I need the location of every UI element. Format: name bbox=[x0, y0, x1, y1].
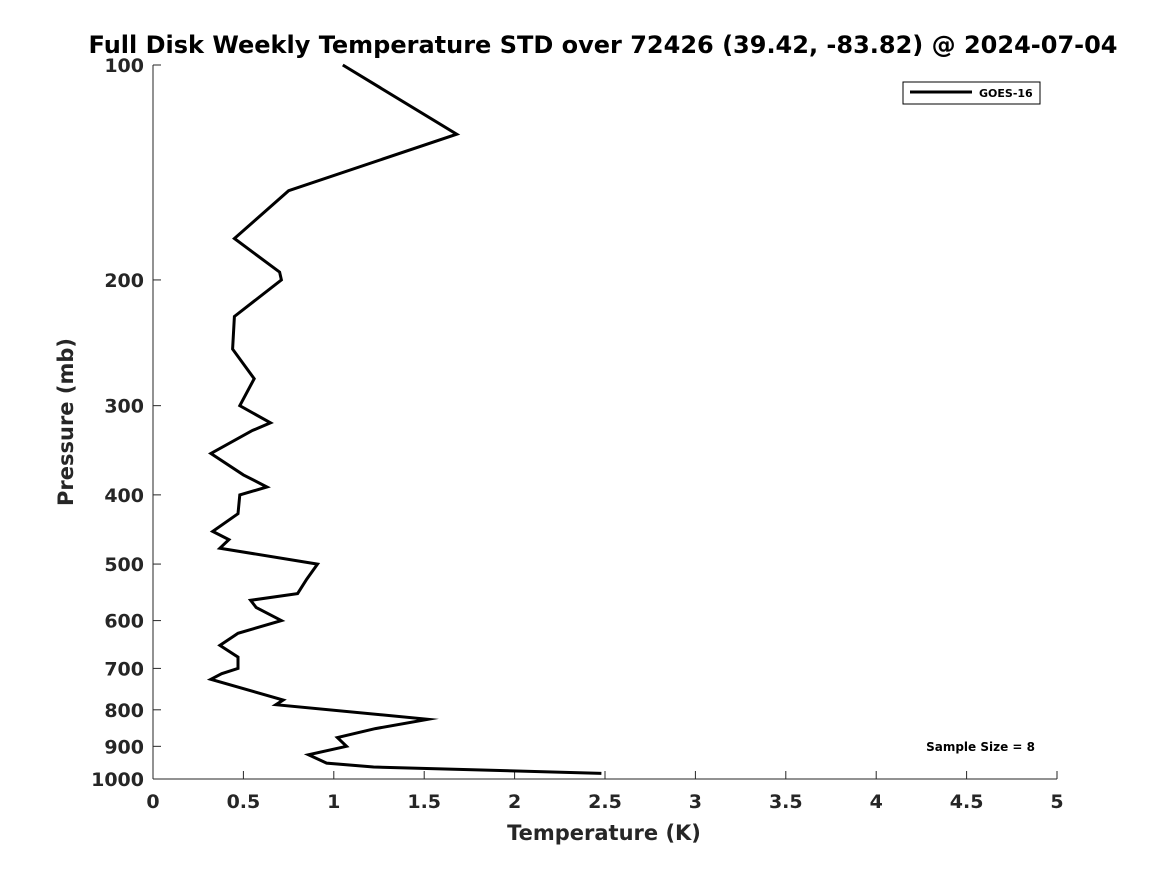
legend: GOES-16 bbox=[902, 81, 1041, 105]
chart-title: Full Disk Weekly Temperature STD over 72… bbox=[89, 31, 1118, 59]
x-tick-label-1: 1 bbox=[327, 791, 340, 813]
x-tick-label-2-5: 2.5 bbox=[588, 791, 622, 813]
y-tick-label-900: 900 bbox=[104, 736, 144, 758]
y-tick-label-800: 800 bbox=[104, 700, 144, 722]
series-line-goes-16 bbox=[206, 63, 602, 775]
legend-label-goes-16: GOES-16 bbox=[979, 87, 1033, 100]
y-ticks: 100 200 300 400 500 600 700 800 900 1000 bbox=[91, 55, 161, 791]
y-tick-label-1000: 1000 bbox=[91, 769, 144, 791]
y-tick-label-200: 200 bbox=[104, 270, 144, 292]
y-tick-label-300: 300 bbox=[104, 396, 144, 418]
x-tick-label-0-5: 0.5 bbox=[227, 791, 261, 813]
x-tick-label-1-5: 1.5 bbox=[407, 791, 441, 813]
x-axis-label: Temperature (K) bbox=[507, 821, 701, 845]
y-tick-label-700: 700 bbox=[104, 658, 144, 680]
y-axis-label: Pressure (mb) bbox=[54, 338, 78, 506]
x-tick-label-3: 3 bbox=[689, 791, 702, 813]
x-ticks: 0 0.5 1 1.5 2 2.5 3 3.5 4 4.5 5 bbox=[146, 771, 1064, 813]
series-layer bbox=[206, 63, 602, 775]
y-tick-label-600: 600 bbox=[104, 611, 144, 633]
y-tick-label-500: 500 bbox=[104, 554, 144, 576]
x-tick-label-4: 4 bbox=[870, 791, 883, 813]
x-tick-label-3-5: 3.5 bbox=[769, 791, 803, 813]
x-tick-label-5: 5 bbox=[1050, 791, 1063, 813]
x-tick-label-0: 0 bbox=[146, 791, 159, 813]
sample-size-annotation: Sample Size = 8 bbox=[926, 740, 1035, 754]
y-tick-label-400: 400 bbox=[104, 485, 144, 507]
x-tick-label-4-5: 4.5 bbox=[950, 791, 984, 813]
y-tick-label-100: 100 bbox=[104, 55, 144, 77]
x-tick-label-2: 2 bbox=[508, 791, 521, 813]
